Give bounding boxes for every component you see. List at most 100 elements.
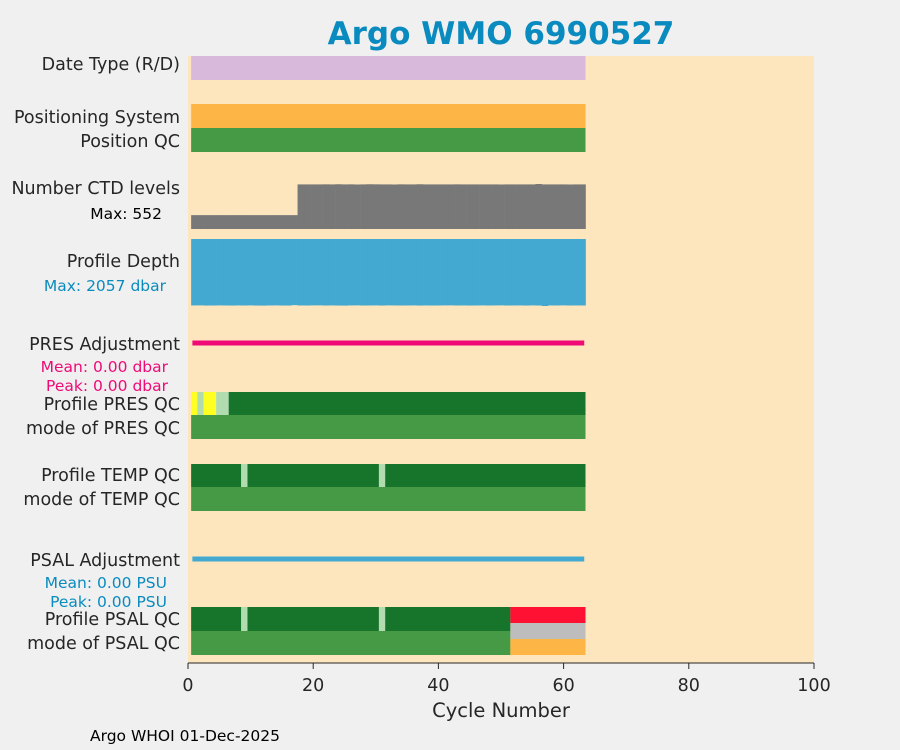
ctd-levels-bar-6 bbox=[222, 215, 229, 229]
profile-temp-qc-segment-1 bbox=[241, 464, 248, 487]
profile-depth-bar-24 bbox=[335, 239, 342, 306]
chart-marks bbox=[191, 56, 586, 655]
profile-depth-bar-58 bbox=[547, 239, 555, 306]
ctd-levels-bar-9 bbox=[241, 215, 248, 229]
profile-depth-bar-35 bbox=[403, 239, 411, 306]
ctd-levels-bar-32 bbox=[385, 184, 392, 229]
profile-depth-bar-22 bbox=[322, 239, 330, 306]
profile-depth-bar-47 bbox=[479, 239, 486, 306]
row-label-date-type: Date Type (R/D) bbox=[42, 55, 180, 75]
ctd-levels-bar-24 bbox=[335, 184, 342, 229]
ctd-levels-bar-23 bbox=[328, 184, 336, 229]
profile-depth-bar-21 bbox=[316, 239, 323, 306]
profile-temp-qc-segment-3 bbox=[378, 464, 386, 487]
profile-depth-bar-1 bbox=[191, 239, 198, 306]
x-tick-label-40: 40 bbox=[427, 676, 449, 696]
profile-psal-qc-segment-0 bbox=[191, 607, 242, 631]
ctd-levels-bar-62 bbox=[572, 184, 580, 229]
row-labels: Date Type (R/D) Positioning System Posit… bbox=[11, 55, 180, 654]
x-axis-label: Cycle Number bbox=[432, 699, 571, 722]
row-label-mode-psal-qc: mode of PSAL QC bbox=[27, 634, 180, 654]
profile-depth-bar-38 bbox=[422, 239, 430, 306]
plot-area bbox=[188, 56, 814, 663]
profile-depth-bar-34 bbox=[397, 239, 405, 306]
profile-temp-qc-segment-0 bbox=[191, 464, 242, 487]
ctd-levels-bar-20 bbox=[310, 184, 317, 229]
profile-depth-bar-61 bbox=[566, 239, 574, 306]
ctd-levels-bar-55 bbox=[529, 184, 536, 229]
profile-depth-bar-15 bbox=[278, 239, 286, 306]
ctd-levels-bar-54 bbox=[522, 184, 530, 229]
profile-depth-bar-40 bbox=[435, 239, 442, 306]
profile-depth-bar-54 bbox=[522, 239, 530, 306]
pres-adjustment-line bbox=[192, 340, 585, 346]
row-label-psal-adjustment: PSAL Adjustment bbox=[30, 551, 180, 571]
profile-depth-bar-17 bbox=[291, 239, 298, 306]
ctd-levels-bar-15 bbox=[278, 215, 286, 229]
profile-depth-bar-33 bbox=[391, 239, 399, 306]
x-tick-label-0: 0 bbox=[182, 676, 193, 696]
profile-depth-bar-5 bbox=[216, 239, 223, 306]
ctd-levels-bar-45 bbox=[466, 184, 474, 229]
profile-depth-bar-6 bbox=[222, 239, 229, 306]
profile-depth-bar-52 bbox=[510, 239, 517, 306]
profile-pres-qc-segment-4 bbox=[228, 392, 586, 415]
profile-depth-bar-10 bbox=[247, 239, 255, 306]
psal-mean-label: Mean: 0.00 PSU bbox=[45, 574, 167, 592]
ctd-levels-bar-25 bbox=[341, 184, 348, 229]
ctd-levels-bar-56 bbox=[535, 184, 542, 229]
row-label-positioning-system: Positioning System bbox=[14, 108, 180, 128]
profile-depth-bar-59 bbox=[554, 239, 561, 306]
ctd-levels-bar-43 bbox=[454, 184, 461, 229]
ctd-levels-bar-34 bbox=[397, 184, 405, 229]
ctd-levels-bar-7 bbox=[228, 215, 236, 229]
profile-pres-qc-segment-1 bbox=[197, 392, 204, 415]
ctd-levels-bar-16 bbox=[285, 215, 292, 229]
profile-depth-bar-39 bbox=[429, 239, 436, 306]
profile-depth-bar-4 bbox=[209, 239, 217, 306]
profile-pres-qc-segment-0 bbox=[191, 392, 198, 415]
ctd-levels-bar-52 bbox=[510, 184, 517, 229]
ctd-levels-bar-19 bbox=[303, 184, 311, 229]
ctd-levels-bar-31 bbox=[378, 184, 386, 229]
pres-peak-label: Peak: 0.00 dbar bbox=[46, 377, 169, 395]
ctd-levels-bar-1 bbox=[191, 215, 198, 229]
profile-depth-bar-37 bbox=[416, 239, 424, 306]
profile-psal-qc-segment-3 bbox=[378, 607, 386, 631]
profile-psal-qc-segment-5 bbox=[510, 607, 586, 623]
ctd-levels-bar-12 bbox=[259, 215, 267, 229]
depth-max-label: Max: 2057 dbar bbox=[44, 277, 167, 295]
pres-mean-label: Mean: 0.00 dbar bbox=[41, 358, 169, 376]
ctd-levels-bar-46 bbox=[472, 184, 480, 229]
ctd-levels-bar-2 bbox=[197, 215, 204, 229]
profile-depth-bar-12 bbox=[259, 239, 267, 306]
profile-depth-bar-26 bbox=[347, 239, 355, 306]
ctd-levels-bar-38 bbox=[422, 184, 430, 229]
profile-depth-bar-44 bbox=[460, 239, 467, 306]
profile-psal-qc-segment-4 bbox=[385, 607, 511, 631]
x-tick-label-20: 20 bbox=[302, 676, 324, 696]
profile-depth-bar-46 bbox=[472, 239, 480, 306]
profile-depth-bar-53 bbox=[516, 239, 524, 306]
row-label-pres-adjustment: PRES Adjustment bbox=[29, 335, 180, 355]
profile-psal-qc-segment-2 bbox=[247, 607, 379, 631]
ctd-levels-bar-17 bbox=[291, 215, 298, 229]
profile-depth-bar-49 bbox=[491, 239, 499, 306]
row-label-position-qc: Position QC bbox=[80, 132, 180, 152]
row-label-profile-psal-qc: Profile PSAL QC bbox=[45, 610, 180, 630]
ctd-levels-bar-4 bbox=[209, 215, 217, 229]
profile-depth-bar-18 bbox=[297, 239, 305, 306]
ctd-levels-bar-63 bbox=[579, 184, 586, 229]
row-label-profile-depth: Profile Depth bbox=[67, 252, 180, 272]
ctd-levels-bar-39 bbox=[429, 184, 436, 229]
ctd-levels-bar-44 bbox=[460, 184, 467, 229]
profile-depth-bar-55 bbox=[529, 239, 536, 306]
ctd-levels-bar-27 bbox=[353, 184, 361, 229]
row-label-mode-temp-qc: mode of TEMP QC bbox=[23, 490, 180, 510]
profile-depth-bar-13 bbox=[266, 239, 273, 306]
profile-depth-bar-48 bbox=[485, 239, 492, 306]
ctd-levels-bar-40 bbox=[435, 184, 442, 229]
profile-depth-bar-41 bbox=[441, 239, 449, 306]
profile-depth-bar-32 bbox=[385, 239, 392, 306]
mode-pres-qc-segment-0 bbox=[191, 415, 586, 439]
